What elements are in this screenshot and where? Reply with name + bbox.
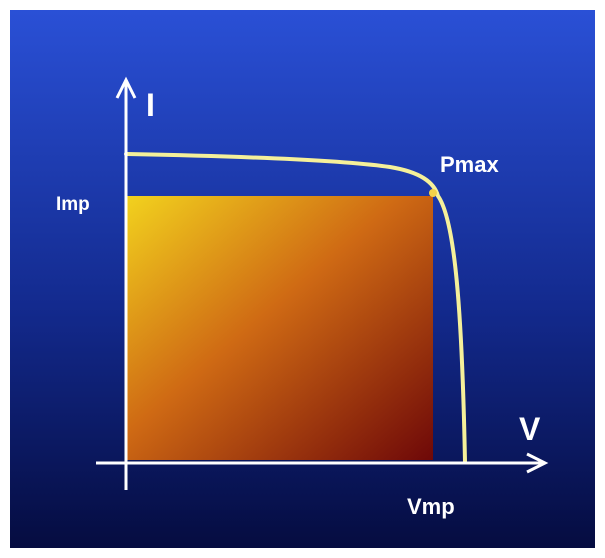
max-power-area [126, 196, 433, 460]
y-axis-arrow [115, 76, 137, 99]
max-power-point [429, 189, 437, 197]
vmp-label: Vmp [407, 494, 455, 519]
diagram-panel: I V Imp Vmp Pmax [10, 10, 595, 548]
imp-label: Imp [56, 194, 90, 215]
iv-curve [124, 152, 467, 464]
pmax-label: Pmax [440, 152, 499, 177]
x-axis-label: V [519, 411, 541, 447]
y-axis-label: I [146, 87, 155, 123]
x-axis-arrow [526, 452, 549, 474]
iv-curve-diagram: I V Imp Vmp Pmax [10, 10, 595, 548]
